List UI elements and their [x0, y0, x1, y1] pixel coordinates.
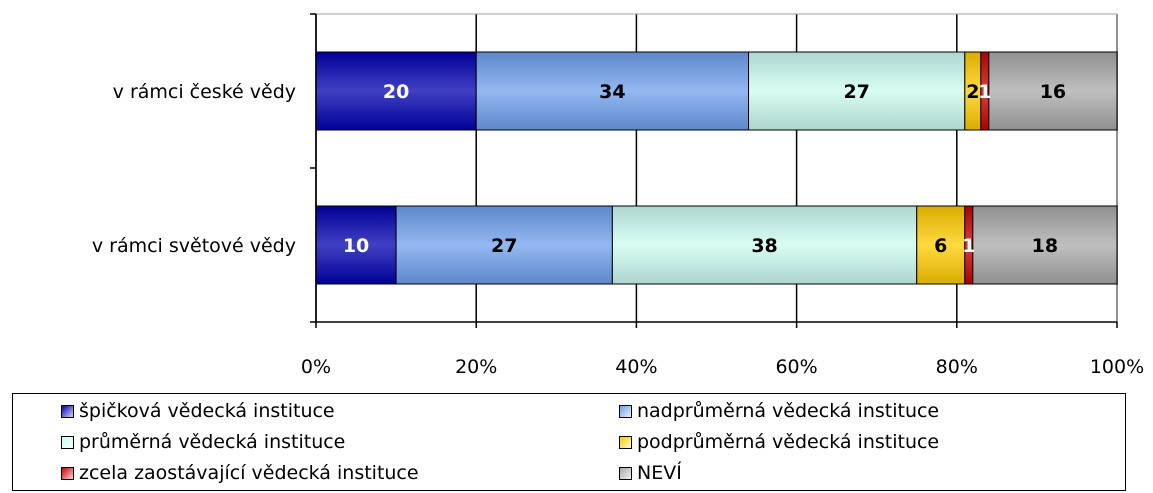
data-label: 16 — [1040, 81, 1066, 103]
legend-item: NEVÍ — [619, 460, 682, 486]
legend-label: nadprůměrná vědecká instituce — [637, 400, 940, 422]
legend-swatch — [619, 466, 632, 480]
legend-item: podprůměrná vědecká instituce — [619, 429, 939, 455]
x-tick-label: 20% — [455, 356, 497, 378]
x-tick-label: 0% — [301, 356, 331, 378]
category-label: v rámci české vědy — [113, 81, 296, 103]
data-label: 38 — [751, 235, 777, 257]
data-label: 10 — [343, 235, 369, 257]
stacked-bar-chart: 0% 20% 40% 60% 80% 100% v rámci české vědy v rá… — [92, 13, 1144, 378]
legend-swatch — [619, 435, 632, 449]
x-tick-label: 100% — [1090, 356, 1144, 378]
legend-swatch — [61, 404, 74, 418]
bar-segment — [475, 51, 750, 131]
legend-item: zcela zaostávající vědecká instituce — [61, 460, 419, 486]
data-label: 1 — [978, 81, 991, 103]
axes: 0% 20% 40% 60% 80% 100% v rámci české vědy v rá… — [92, 13, 1144, 378]
legend-swatch — [61, 435, 74, 449]
bar-segment — [611, 205, 918, 285]
legend-label: podprůměrná vědecká instituce — [637, 431, 940, 453]
legend-label: průměrná vědecká instituce — [79, 431, 346, 453]
x-tick-label: 40% — [615, 356, 657, 378]
legend-item: nadprůměrná vědecká instituce — [619, 398, 939, 424]
data-label: 6 — [934, 235, 947, 257]
data-label: 27 — [491, 235, 517, 257]
data-label: 18 — [1032, 235, 1058, 257]
legend-label: zcela zaostávající vědecká instituce — [79, 462, 419, 484]
legend-swatch — [61, 466, 74, 480]
x-tick-label: 60% — [775, 356, 817, 378]
legend-item: průměrná vědecká instituce — [61, 429, 345, 455]
data-label: 27 — [843, 81, 869, 103]
legend-label: NEVÍ — [637, 462, 682, 484]
bars — [315, 51, 1118, 285]
data-label: 1 — [962, 235, 975, 257]
bar-segment — [916, 205, 966, 285]
legend-swatch — [619, 404, 632, 418]
bar-segment — [748, 51, 966, 131]
bar-segment — [988, 51, 1118, 131]
legend-item: špičková vědecká instituce — [61, 398, 335, 424]
category-label: v rámci světové vědy — [92, 235, 296, 257]
data-label: 34 — [599, 81, 625, 103]
bar-segment — [972, 205, 1118, 285]
legend: špičková vědecká instituce nadprůměrná vě… — [12, 393, 1126, 491]
legend-label: špičková vědecká instituce — [79, 400, 335, 422]
x-tick-label: 80% — [936, 356, 978, 378]
data-label: 2 — [966, 81, 979, 103]
data-label: 20 — [383, 81, 409, 103]
